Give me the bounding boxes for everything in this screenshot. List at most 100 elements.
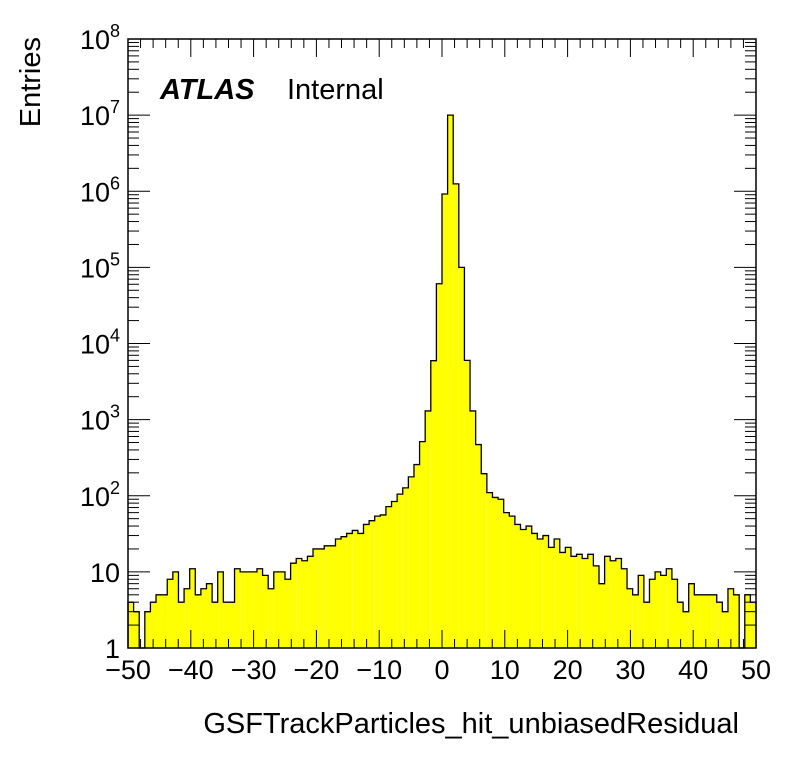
y-tick-label: 107 [80,97,120,131]
histogram-bin [503,512,510,648]
histogram-bin [514,524,521,648]
histogram-bin [234,568,241,648]
histogram-bin [419,441,426,648]
histogram-bin [481,473,487,648]
histogram-bin [318,548,325,648]
histogram-bin [492,497,499,648]
histogram-bin [430,360,437,648]
histogram-bin [621,568,628,648]
x-axis-title: GSFTrackParticles_hit_unbiasedResidual [203,708,739,740]
y-tick-label: 102 [80,478,120,512]
x-tick-label: −30 [231,655,277,685]
histogram-bin [425,410,431,648]
histogram-bin [268,588,274,648]
histogram-bin [408,476,414,648]
histogram-bin [374,516,381,648]
histogram-bin [245,571,252,648]
histogram-bin [733,594,740,648]
histogram-outline [127,114,757,649]
histogram-bin [486,492,493,648]
histogram-bin [228,602,235,648]
y-tick-labels: 1 10 102 103 104 105 106 107 108 [80,21,120,664]
histogram-bin [604,556,611,648]
y-tick-label: 106 [80,173,120,207]
histogram-bin [587,554,594,648]
histogram-bin [458,267,465,648]
histogram-bin [341,536,347,648]
histogram-bin [705,594,712,648]
histogram-bin [240,571,246,648]
x-tick-label: −10 [356,655,402,685]
atlas-label: ATLAS [159,74,255,106]
histogram-bin [565,547,571,648]
histogram-bin [167,579,173,648]
histogram-bin [279,571,285,648]
histogram-bin [666,568,672,648]
histogram-bin [542,535,549,648]
histogram-bin [324,545,330,648]
histogram-bin [727,588,734,648]
histogram-bin [413,464,420,648]
histogram-bin [150,602,157,648]
histogram-bin [470,410,476,648]
histogram-bin [357,533,364,648]
histogram-bin [643,602,650,648]
histogram-bin [402,487,409,648]
histogram-bin [744,594,751,648]
histogram-bin [307,556,314,648]
histogram-bin [722,611,728,648]
x-tick-label: −50 [105,655,151,685]
histogram-bin [329,545,336,648]
y-tick-label: 108 [80,21,120,55]
histogram-bin [582,558,588,648]
y-axis-title: Entries [15,37,47,127]
histogram-bin [195,594,201,648]
histogram-bin [184,588,190,648]
histogram-bin [655,571,661,648]
histogram-bin [313,548,319,648]
histogram-bin [144,611,151,648]
histogram-bin [363,524,370,648]
histogram-bin [464,360,471,648]
x-tick-label: 10 [490,655,520,685]
histogram-bin [133,611,140,648]
x-tick-label: 30 [615,655,645,685]
histogram-bin [632,594,639,648]
histogram-bin [694,594,700,648]
histogram-bin [161,594,168,648]
histogram-bin [296,558,302,648]
histogram-bin [385,506,392,648]
x-tick-label: 50 [741,655,771,685]
histogram-bin [178,602,185,648]
histogram-bin [593,565,599,648]
x-tick-label: −40 [168,655,214,685]
axis-ticks [127,38,757,649]
histogram-bin [273,571,280,648]
histogram-bin [554,539,560,648]
histogram-bin [711,594,717,648]
histogram-bin [716,602,723,648]
x-tick-label: 0 [434,655,449,685]
histogram-bin [660,575,667,648]
histogram-bin [251,571,257,648]
histogram-bin [156,594,162,648]
histogram-bin [610,560,616,648]
y-tick-label: 1 [105,634,120,664]
histogram-bin [548,547,555,648]
histogram-bin [453,183,459,648]
histogram-bin [526,526,532,648]
histogram-bin [352,530,358,648]
histogram-bin [638,575,644,648]
histogram-bin [509,516,515,648]
histogram-bin [217,571,224,648]
histogram-bin [391,501,398,648]
histogram-bin [576,554,583,648]
histogram-bin [498,499,504,648]
y-tick-label: 10 [90,558,120,588]
histogram-bin [223,602,229,648]
histogram-bin [285,579,291,648]
histogram-bin [447,115,454,648]
histogram-bin [200,588,207,648]
histogram-bin [262,575,269,648]
